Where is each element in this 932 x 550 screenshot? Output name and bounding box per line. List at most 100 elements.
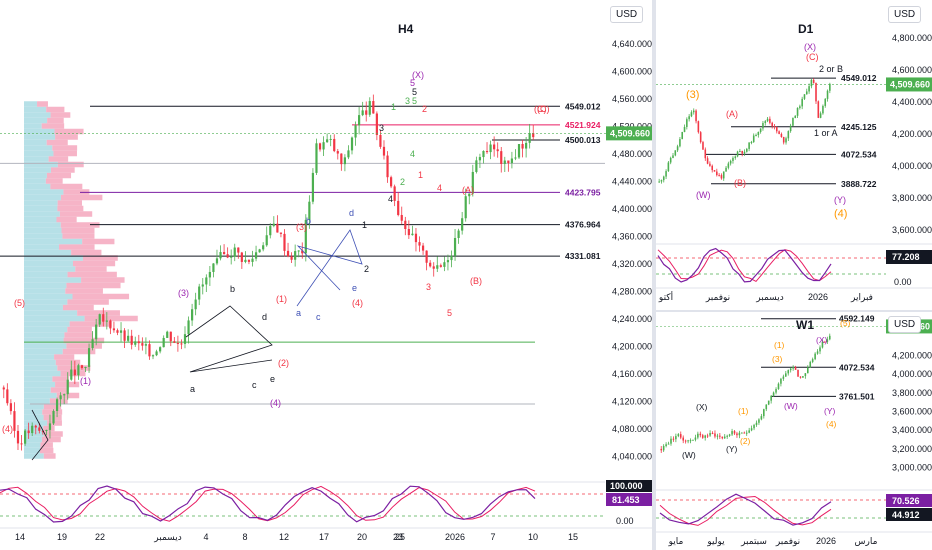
d1-price-tick-label: 3,600.000: [892, 225, 932, 235]
h4-wave-label: d: [349, 208, 354, 218]
h4-volume-profile-bar: [24, 425, 44, 432]
w1-candle-body: [816, 351, 819, 354]
w1-chart-panel[interactable]: 4,200.000 4,000.000 3,800.000 3,600.000 3,40…: [656, 312, 932, 550]
h4-wave-label: 5: [412, 96, 417, 106]
d1-candle-body: [746, 148, 748, 152]
h4-volume-profile-bar: [50, 112, 71, 118]
h4-volume-profile-bar: [24, 431, 44, 437]
h4-candle-body: [34, 425, 37, 428]
h4-currency-button[interactable]: USD: [610, 6, 644, 23]
h4-candle-body: [112, 328, 116, 331]
h4-candle-body: [517, 144, 521, 158]
w1-candle-body: [694, 437, 697, 440]
w1-candle-body: [670, 438, 672, 444]
h4-candle-body: [414, 233, 418, 243]
h4-candle-body: [329, 138, 332, 140]
h4-candle-body: [247, 259, 251, 262]
d1-wave-label: 2 or B: [819, 64, 843, 74]
h4-price-tick-label: 4,080.000: [612, 424, 652, 434]
d1-candle-body: [766, 118, 769, 122]
h4-volume-profile-bar: [52, 376, 69, 382]
h4-candle-body: [461, 218, 464, 231]
h4-volume-profile-bar: [43, 403, 62, 410]
d1-candle-body: [750, 141, 753, 143]
h4-candle-body: [55, 399, 59, 412]
h4-candle-body: [254, 252, 258, 259]
h4-candle-body: [244, 259, 247, 262]
d1-candle-body: [697, 121, 700, 133]
h4-volume-profile-bar: [50, 183, 83, 190]
w1-candle-body: [726, 435, 728, 437]
w1-candle-body: [699, 433, 702, 436]
d1-candle-body: [713, 170, 716, 172]
d1-chart-svg[interactable]: 4,800.000 4,600.000 4,400.000 4,200.000 4,00…: [656, 0, 932, 310]
d1-candle-body: [739, 150, 741, 152]
h4-volume-profile-bar: [62, 348, 96, 355]
h4-current-price-tag: [606, 126, 652, 141]
h4-candle-body: [187, 320, 190, 335]
h4-candle-body: [315, 143, 318, 173]
panel-divider-horizontal[interactable]: [656, 310, 932, 312]
h4-wave-label: 1: [391, 102, 396, 112]
h4-wave-label: (4): [352, 298, 363, 308]
d1-chart-panel[interactable]: 4,800.000 4,600.000 4,400.000 4,200.000 4,00…: [656, 0, 932, 310]
d1-stoch-axis-label: 0.00: [894, 277, 912, 287]
d1-x-axis-label: أكتو: [658, 291, 673, 302]
w1-currency-button[interactable]: USD: [888, 316, 922, 333]
w1-candle-body: [721, 436, 724, 439]
h4-candle-body: [482, 150, 485, 158]
h4-volume-profile-bar: [24, 150, 54, 157]
h4-wave-label: (B): [470, 276, 482, 286]
h4-volume-profile-bar: [66, 343, 102, 349]
h4-candle-body: [222, 252, 226, 255]
w1-candle-body: [802, 376, 804, 378]
panel-divider-vertical[interactable]: [652, 0, 656, 550]
h4-candle-body: [237, 247, 240, 253]
h4-candle-body: [507, 160, 510, 164]
h4-candle-body: [436, 265, 439, 269]
h4-candle-body: [368, 101, 371, 115]
w1-wave-label: (1): [774, 340, 785, 350]
h4-candle-body: [525, 142, 528, 149]
h4-volume-profile-bar: [24, 359, 56, 366]
w1-candle-body: [743, 432, 746, 434]
h4-volume-profile-bar: [24, 200, 58, 206]
h4-x-axis-label: 22: [95, 532, 105, 542]
h4-candle-body: [13, 411, 16, 431]
h4-candle-body: [105, 320, 108, 322]
h4-level-label: 4500.013: [565, 135, 601, 145]
h4-chart-panel[interactable]: 4,640.000 4,600.000 4,560.000 4,520.000 4,48…: [0, 0, 652, 550]
w1-candle-body: [687, 440, 689, 442]
h4-volume-profile-bar: [47, 117, 64, 124]
h4-volume-profile-bar: [24, 288, 66, 294]
h4-price-tick-label: 4,240.000: [612, 314, 652, 324]
w1-candle-body: [679, 434, 682, 438]
h4-chart-svg[interactable]: 4,640.000 4,600.000 4,560.000 4,520.000 4,48…: [0, 0, 652, 550]
d1-level-label: 4549.012: [841, 73, 877, 83]
w1-candle-body: [821, 341, 824, 348]
w1-candle-body: [794, 367, 797, 370]
h4-candle-body: [347, 150, 350, 158]
h4-stoch-value-d: 81.453: [612, 495, 640, 505]
w1-price-tick-label: 3,000.000: [892, 463, 932, 473]
h4-volume-profile-bar: [49, 398, 68, 404]
h4-candle-body: [166, 331, 169, 338]
h4-candle-body: [290, 256, 293, 260]
w1-chart-svg[interactable]: 4,200.000 4,000.000 3,800.000 3,600.000 3,40…: [656, 312, 932, 550]
d1-currency-button[interactable]: USD: [888, 6, 922, 23]
d1-candle-body: [762, 123, 764, 129]
h4-candle-body: [532, 133, 535, 138]
h4-candle-body: [70, 369, 73, 380]
h4-wave-label: c: [316, 312, 321, 322]
h4-candle-body: [180, 343, 183, 345]
h4-price-tick-label: 4,440.000: [612, 176, 652, 186]
h4-candle-body: [478, 157, 482, 161]
h4-volume-profile-bar: [24, 381, 56, 388]
h4-volume-profile-bar: [24, 139, 47, 146]
h4-volume-profile-bar: [57, 200, 82, 206]
w1-candle-body: [745, 432, 748, 434]
h4-wave-label: 3: [405, 96, 410, 106]
d1-candle-body: [824, 98, 827, 106]
h4-volume-profile-bar: [24, 453, 44, 459]
d1-candle-body: [801, 98, 803, 107]
